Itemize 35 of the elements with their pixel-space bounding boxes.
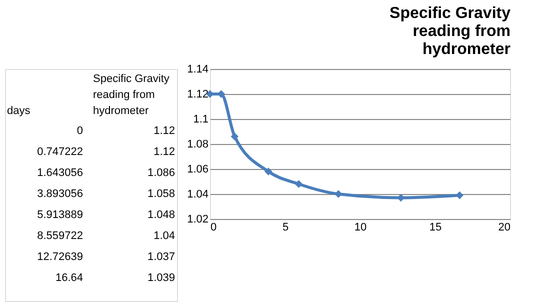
y-tick-label: 1.08 [187,138,208,150]
text: 3.893056 [37,188,83,200]
point [230,132,239,140]
text: 1.086 [147,167,175,179]
text: 16.64 [55,272,83,284]
text: days [7,105,31,117]
text: 0 [76,125,83,137]
text: 12.72639 [37,251,83,263]
y-tick-label: 1.1 [193,114,208,126]
text: 1.048 [147,209,175,221]
point [334,190,342,198]
y-tick-label: 1.02 [187,214,208,226]
text: 1.04 [154,230,175,242]
text: 1.058 [147,188,175,200]
point [264,168,272,176]
text: 1.039 [147,272,175,284]
text: 5.913889 [37,209,83,221]
text: 1.643056 [37,167,83,179]
x-tick-label: 0 [210,222,217,234]
text: Specific Gravity reading from hydrometer [93,73,170,117]
text: 1.12 [154,125,175,137]
y-tick-label: 1.12 [187,88,208,100]
x-tick-label: 10 [354,222,367,234]
x-tick-label: 20 [498,222,510,234]
y-tick-label: 1.04 [187,188,208,200]
text: 8.559722 [37,230,83,242]
point [294,180,303,188]
text: 1.037 [147,251,175,263]
text: 0.747222 [37,146,83,158]
x-tick-label: 15 [429,222,442,234]
text: 1.12 [154,146,175,158]
x-tick-label: 5 [282,222,289,234]
chart-title: Specific Gravity reading from hydrometer [390,5,511,58]
y-tick-label: 1.06 [187,164,208,176]
y-tick-label: 1.14 [187,64,208,76]
